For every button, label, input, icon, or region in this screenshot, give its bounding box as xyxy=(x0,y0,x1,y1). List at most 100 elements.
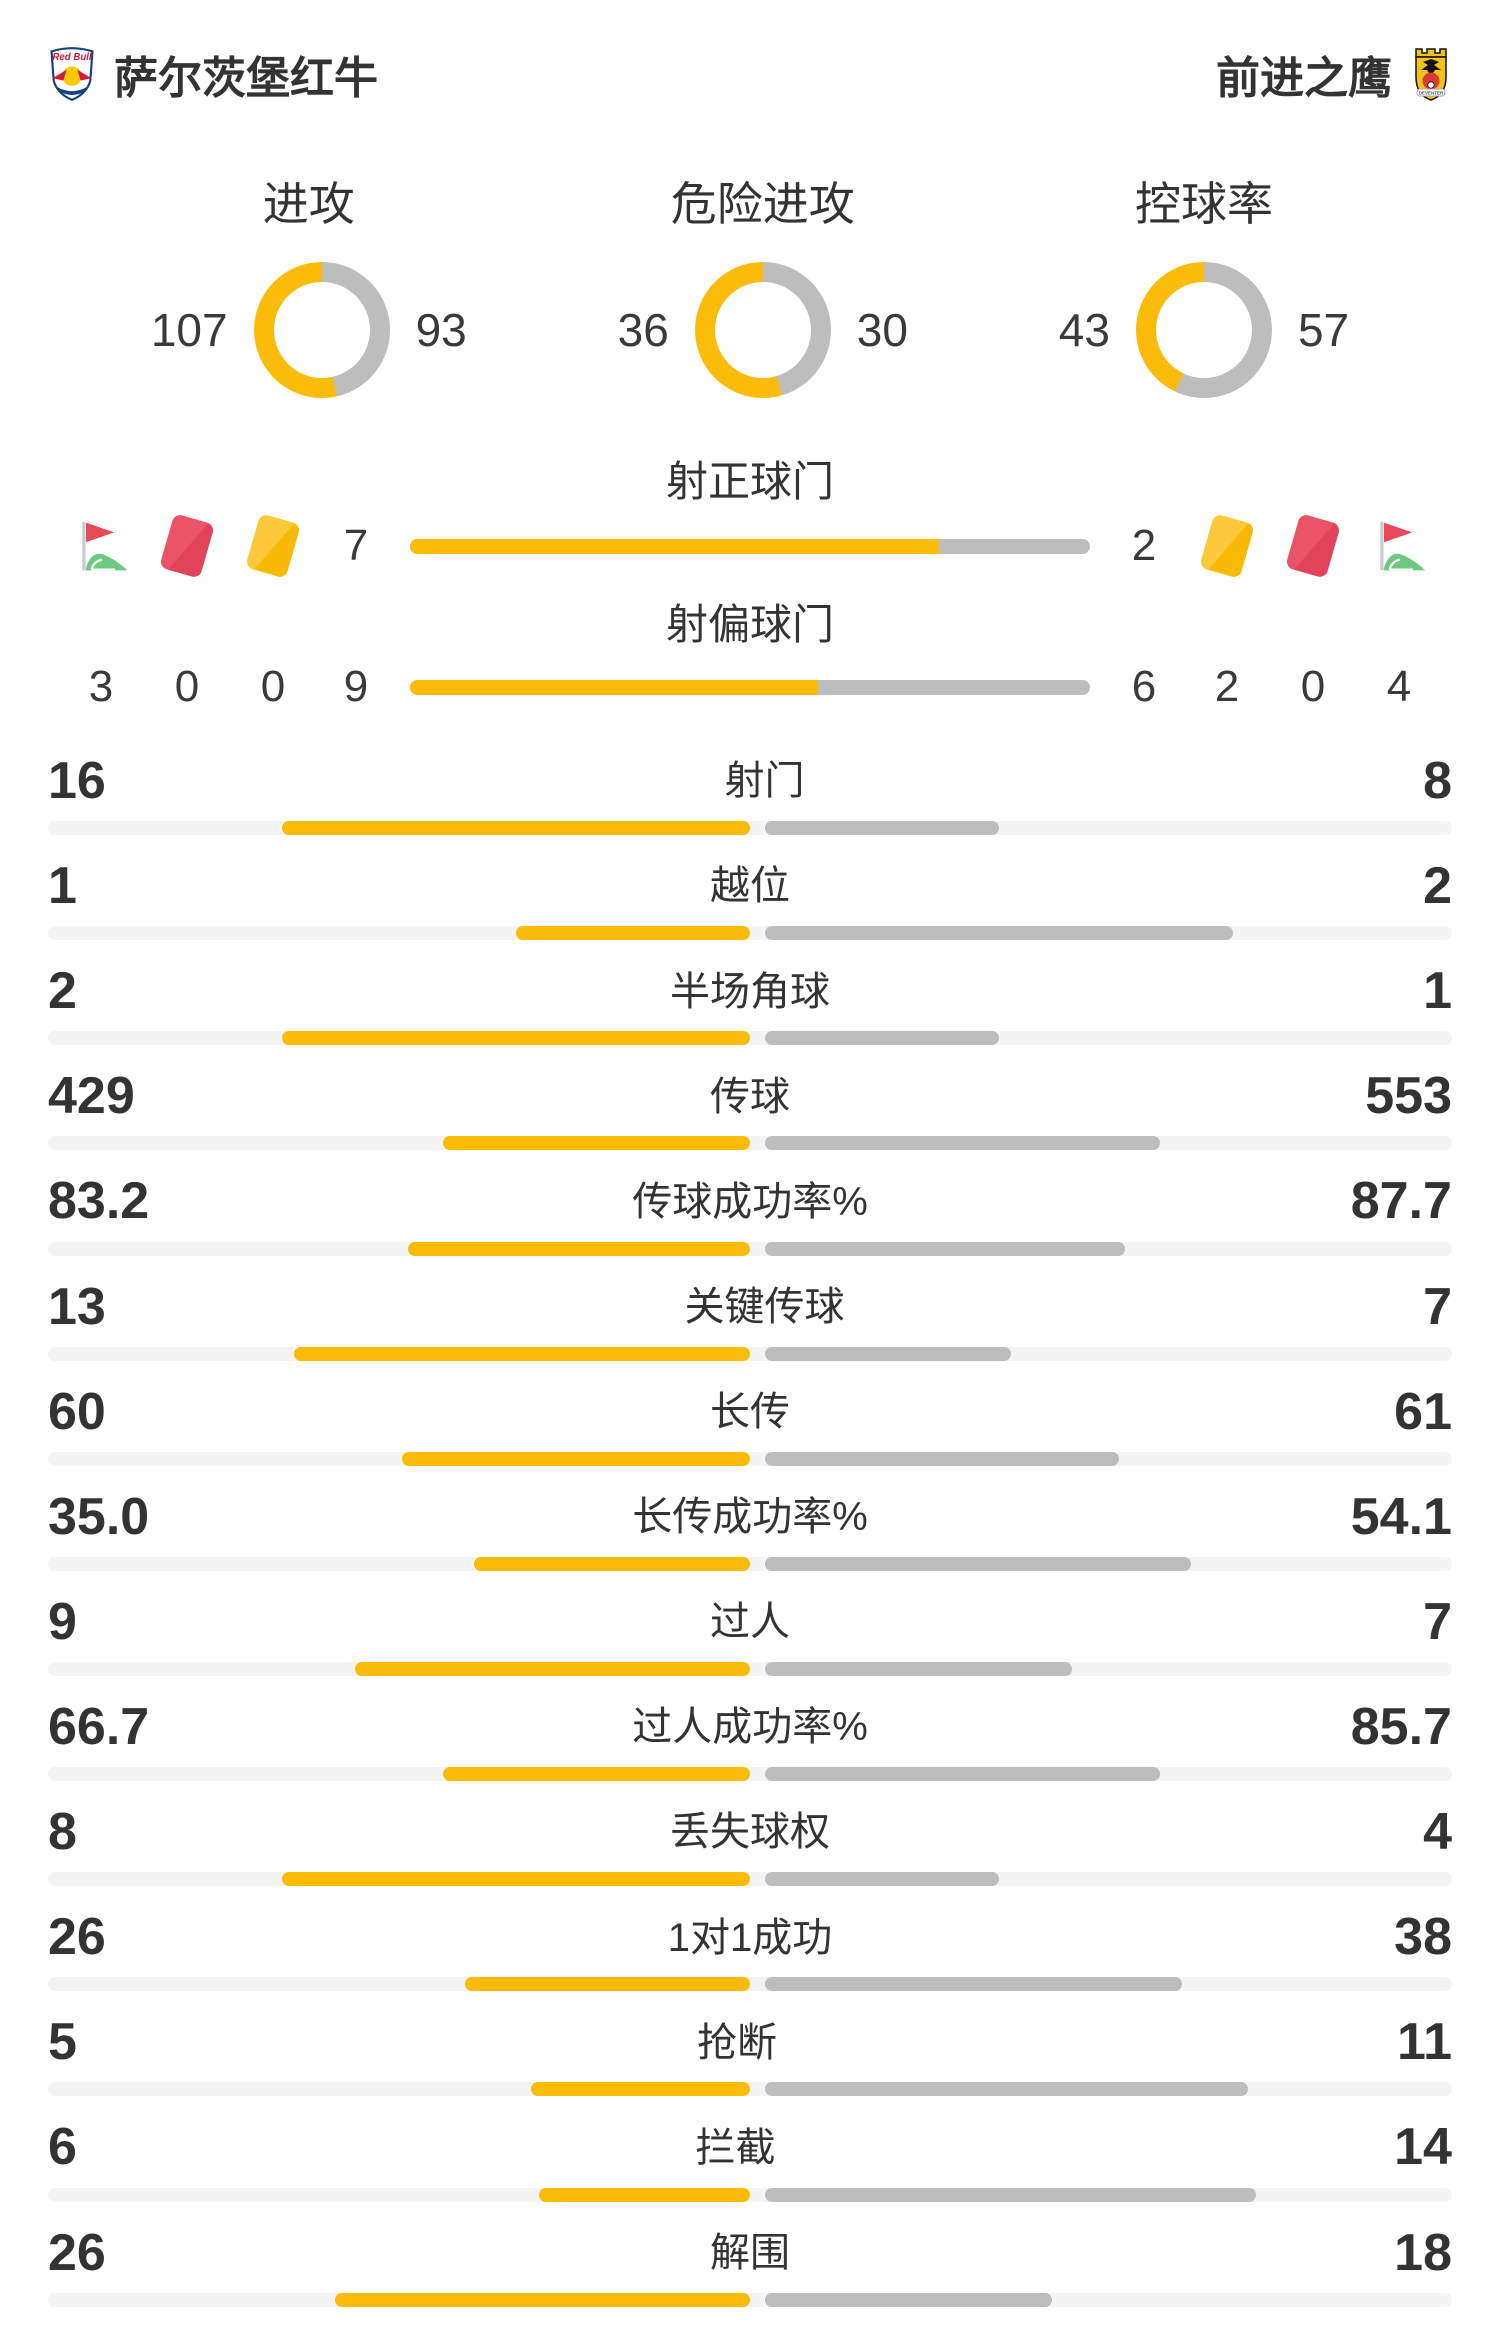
donut-group-2: 控球率 43 57 xyxy=(1059,168,1349,398)
home-red-cards-value: 0 xyxy=(174,662,200,711)
away-red-card-cell xyxy=(1270,513,1356,579)
shots-on-target-away-value: 2 xyxy=(1131,521,1157,570)
team-home: Red Bull 萨尔茨堡红牛 xyxy=(48,42,378,106)
donut-charts-row: 进攻 107 93 危险进攻 36 30 控球率 43 57 xyxy=(0,168,1500,398)
stat-label: 1对1成功 xyxy=(667,1915,833,1960)
stat-home-value: 9 xyxy=(48,1592,77,1651)
stat-bar xyxy=(48,1767,1452,1782)
corner-flag-icon xyxy=(82,521,128,571)
red-card-icon xyxy=(1285,513,1341,579)
stat-label: 长传 xyxy=(710,1390,790,1435)
stat-away-value: 1 xyxy=(1423,962,1452,1021)
stat-bar xyxy=(48,926,1452,941)
rb-bull-left xyxy=(52,69,67,81)
red-bull-salzburg-crest-icon: Red Bull xyxy=(50,47,94,102)
stat-home-fill xyxy=(401,1451,750,1466)
donut-hole xyxy=(714,282,811,378)
stat-home-value: 83.2 xyxy=(48,1172,150,1231)
stat-line: 16 射门 8 xyxy=(48,752,1452,810)
header: Red Bull 萨尔茨堡红牛 前进之鹰 DEVENTER xyxy=(0,42,1500,106)
stat-bar xyxy=(48,821,1452,836)
stats-list: 16 射门 8 1 越位 2 2 半场角球 1 429 传球 553 83.2 传球成功率% 87.7 13 关… xyxy=(0,752,1500,2307)
stat-row: 9 过人 7 xyxy=(48,1592,1452,1676)
donut-chart: 36 30 xyxy=(618,262,908,398)
stat-row: 5 抢断 11 xyxy=(48,2015,1452,2097)
donut-label: 危险进攻 xyxy=(670,178,855,230)
stat-away-fill xyxy=(765,926,1233,941)
stat-line: 5 抢断 11 xyxy=(48,2015,1452,2070)
stat-line: 9 过人 7 xyxy=(48,1592,1452,1651)
stat-bar xyxy=(48,1346,1452,1361)
stat-label: 半场角球 xyxy=(670,969,830,1014)
shots-off-target-home-fill xyxy=(410,679,818,695)
rb-sun xyxy=(62,66,82,86)
team-away-name: 前进之鹰 xyxy=(1216,54,1392,103)
stat-away-value: 553 xyxy=(1365,1067,1452,1126)
stat-label: 抢断 xyxy=(696,2020,777,2065)
stat-line: 60 长传 61 xyxy=(48,1382,1452,1441)
stat-row: 66.7 过人成功率% 85.7 xyxy=(48,1699,1452,1782)
stat-home-fill xyxy=(408,1241,750,1256)
stat-away-fill xyxy=(765,2187,1257,2202)
stat-home-value: 60 xyxy=(48,1382,106,1441)
rb-logo-text: Red Bull xyxy=(52,52,92,63)
stat-bar xyxy=(48,1451,1452,1466)
gae-ribbon xyxy=(1416,88,1446,97)
rb-bull-right xyxy=(77,69,92,81)
stat-label: 传球 xyxy=(710,1074,790,1119)
stat-label: 射门 xyxy=(724,759,805,804)
donut-away-value: 57 xyxy=(1297,304,1350,356)
away-red-cards-value: 0 xyxy=(1300,662,1326,711)
stat-line: 26 1对1成功 38 xyxy=(48,1910,1452,1965)
stat-away-value: 87.7 xyxy=(1350,1172,1452,1231)
stat-bar xyxy=(48,1661,1452,1676)
stat-home-fill xyxy=(474,1556,750,1571)
red-card-icon xyxy=(159,513,215,579)
stat-label: 丢失球权 xyxy=(670,1810,830,1855)
stat-away-fill xyxy=(765,2292,1053,2307)
corner-flag-icon xyxy=(1380,521,1426,571)
stat-home-value: 1 xyxy=(48,857,77,916)
shots-off-target-bar xyxy=(410,679,1090,695)
stat-row: 26 1对1成功 38 xyxy=(48,1910,1452,1992)
yellow-card-icon xyxy=(1199,513,1255,579)
stat-bar xyxy=(48,1556,1452,1571)
donut-away-value: 30 xyxy=(856,304,908,356)
shots-on-target-home-fill xyxy=(410,538,939,554)
stat-home-value: 26 xyxy=(48,2223,106,2282)
stat-label: 越位 xyxy=(710,864,790,909)
stat-label: 长传成功率% xyxy=(632,1495,868,1540)
stat-away-value: 18 xyxy=(1394,2223,1452,2282)
donut-chart: 43 57 xyxy=(1059,262,1349,398)
away-yellow-card-cell xyxy=(1184,513,1270,579)
stat-home-fill xyxy=(443,1136,750,1151)
home-yellow-cards-value: 0 xyxy=(260,662,286,711)
stat-line: 83.2 传球成功率% 87.7 xyxy=(48,1174,1452,1229)
stat-away-fill xyxy=(765,1451,1119,1466)
stat-away-fill xyxy=(765,1767,1160,1782)
stat-line: 26 解围 18 xyxy=(48,2223,1452,2282)
stat-bar xyxy=(48,1241,1452,1256)
donut-label: 控球率 xyxy=(1134,178,1273,230)
stat-home-fill xyxy=(282,1031,750,1046)
stat-home-value: 2 xyxy=(48,962,77,1021)
stat-home-value: 16 xyxy=(48,752,106,810)
donut-ring xyxy=(694,262,831,398)
stat-home-value: 5 xyxy=(48,2013,77,2072)
home-yellow-card-cell xyxy=(230,513,316,579)
stat-row: 6 拦截 14 xyxy=(48,2120,1452,2202)
stat-home-fill xyxy=(515,926,750,941)
stat-bar xyxy=(48,1872,1452,1887)
stat-row: 35.0 长传成功率% 54.1 xyxy=(48,1489,1452,1571)
shots-on-target-home-value: 7 xyxy=(343,521,369,570)
away-yellow-cards-value: 2 xyxy=(1214,662,1240,711)
stat-label: 过人成功率% xyxy=(632,1705,868,1750)
donut-home-value: 43 xyxy=(1058,304,1110,356)
stat-away-fill xyxy=(765,1977,1182,1992)
donut-group-1: 危险进攻 36 30 xyxy=(618,168,908,398)
stat-away-fill xyxy=(765,1556,1192,1571)
stat-label: 关键传球 xyxy=(684,1284,845,1329)
stat-away-value: 7 xyxy=(1423,1277,1452,1336)
stat-home-value: 13 xyxy=(48,1277,106,1336)
